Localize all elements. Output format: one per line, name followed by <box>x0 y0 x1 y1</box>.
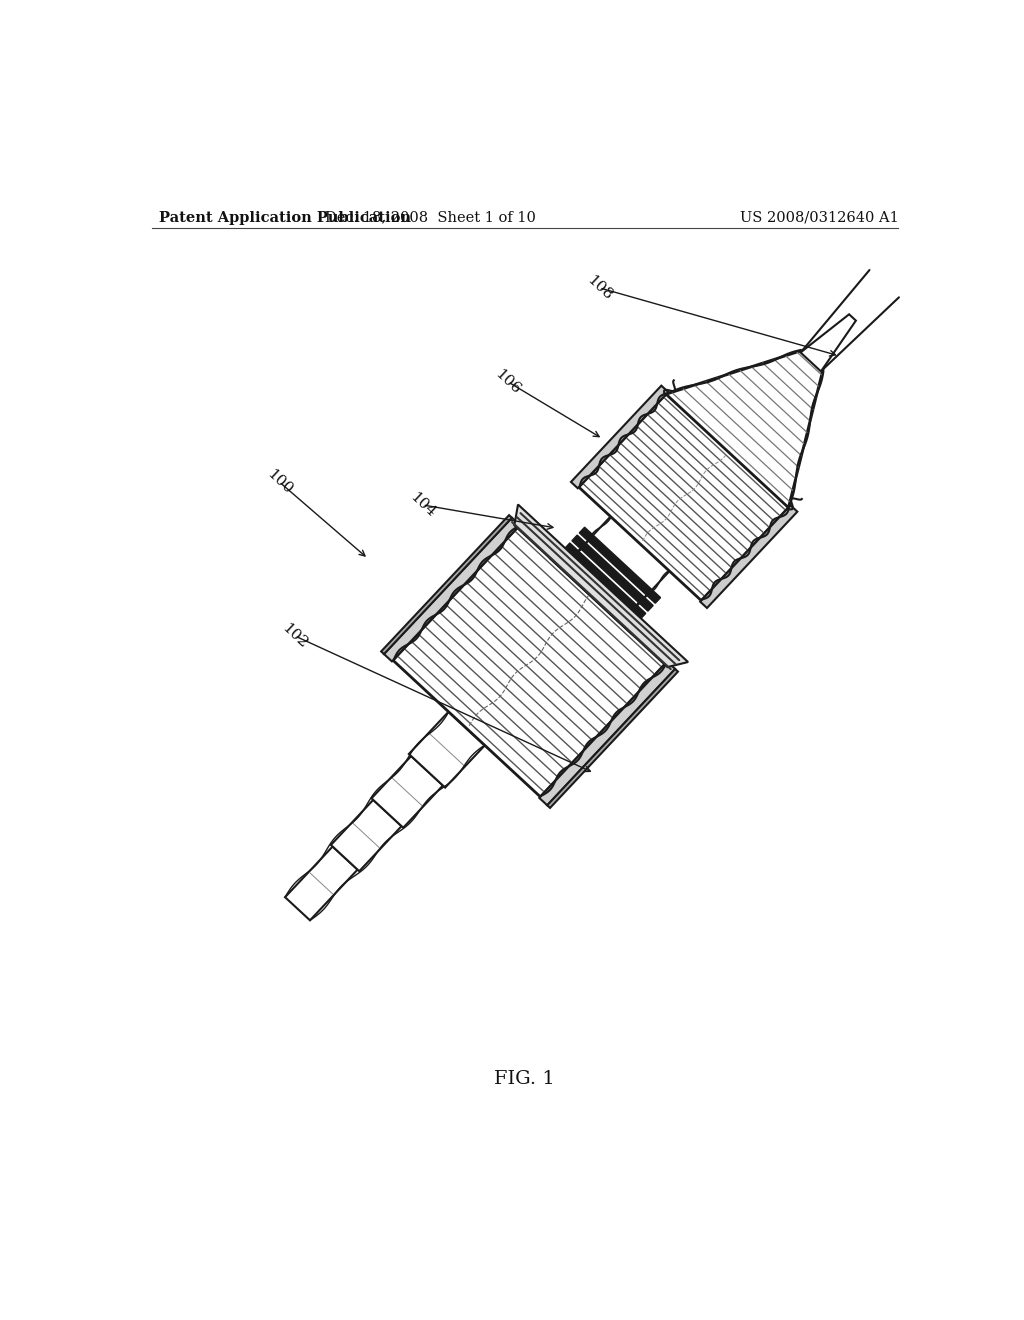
Text: 102: 102 <box>280 620 310 651</box>
Text: FIG. 1: FIG. 1 <box>495 1069 555 1088</box>
Polygon shape <box>409 711 484 788</box>
Text: 104: 104 <box>407 490 438 520</box>
Polygon shape <box>700 506 798 609</box>
Text: 100: 100 <box>263 467 295 496</box>
Polygon shape <box>540 661 675 805</box>
Polygon shape <box>384 517 520 661</box>
Polygon shape <box>372 756 443 828</box>
Polygon shape <box>557 550 638 627</box>
Polygon shape <box>285 846 357 920</box>
Polygon shape <box>564 543 646 619</box>
Text: Dec. 18, 2008  Sheet 1 of 10: Dec. 18, 2008 Sheet 1 of 10 <box>325 211 536 224</box>
Polygon shape <box>514 504 688 667</box>
Text: Patent Application Publication: Patent Application Publication <box>159 211 411 224</box>
Polygon shape <box>381 515 512 653</box>
Polygon shape <box>331 800 401 871</box>
Text: US 2008/0312640 A1: US 2008/0312640 A1 <box>740 211 899 224</box>
Polygon shape <box>563 515 671 622</box>
Polygon shape <box>580 527 660 603</box>
Text: 108: 108 <box>584 273 614 302</box>
Polygon shape <box>393 527 667 797</box>
Polygon shape <box>571 385 668 488</box>
Text: 106: 106 <box>493 367 523 397</box>
Polygon shape <box>666 350 823 508</box>
Polygon shape <box>572 535 653 611</box>
Polygon shape <box>550 545 645 634</box>
Polygon shape <box>547 669 678 808</box>
Polygon shape <box>579 393 790 601</box>
Polygon shape <box>801 314 856 371</box>
